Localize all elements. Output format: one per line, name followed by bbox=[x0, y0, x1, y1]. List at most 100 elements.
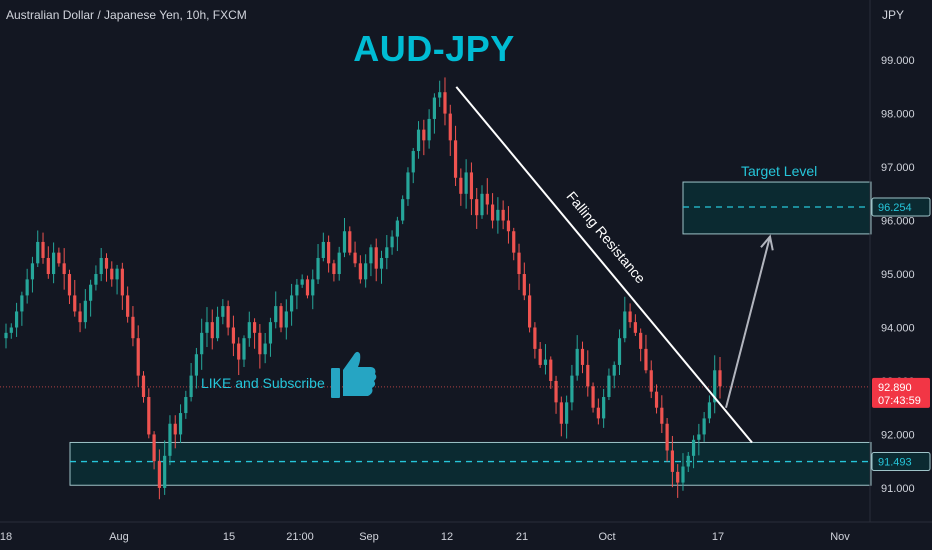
candle-body bbox=[443, 92, 447, 114]
price-tick-label: 97.000 bbox=[881, 162, 915, 174]
symbol-title[interactable]: Australian Dollar / Japanese Yen, 10h, F… bbox=[6, 8, 247, 22]
candle-body bbox=[136, 338, 140, 376]
candle-body bbox=[533, 327, 537, 349]
time-tick-label: 12 bbox=[441, 531, 453, 543]
candle-body bbox=[607, 375, 611, 398]
candle-body bbox=[89, 284, 93, 301]
candle-body bbox=[485, 193, 489, 205]
candle-body bbox=[268, 322, 273, 344]
candle-body bbox=[364, 263, 368, 280]
candle-body bbox=[311, 279, 315, 296]
candle-body bbox=[94, 274, 98, 285]
candle-body bbox=[639, 332, 643, 349]
candle-body bbox=[152, 434, 156, 462]
candle-body bbox=[120, 268, 124, 296]
time-tick-label: Aug bbox=[109, 531, 129, 543]
price-tick-label: 99.000 bbox=[881, 55, 915, 67]
candle-body bbox=[591, 386, 595, 408]
candle-body bbox=[586, 364, 590, 387]
candle-body bbox=[226, 306, 230, 328]
candle-body bbox=[200, 332, 204, 355]
candle-body bbox=[131, 316, 135, 339]
target-level-badge: 96.254 bbox=[872, 197, 930, 216]
candle-body bbox=[602, 397, 606, 419]
candle-body bbox=[718, 370, 722, 387]
target-zone bbox=[682, 181, 872, 235]
candle-body bbox=[115, 268, 119, 280]
time-axis[interactable]: 18 Aug 15 21:00 Sep 12 21 Oct 17 Nov bbox=[0, 531, 850, 543]
candle-body bbox=[205, 322, 209, 333]
candle-body bbox=[612, 364, 616, 376]
candle-body bbox=[385, 247, 389, 258]
candle-body bbox=[274, 306, 278, 323]
candle-body bbox=[411, 151, 415, 173]
projection-arrow-shaft bbox=[725, 236, 771, 408]
candle-body bbox=[379, 257, 384, 269]
candle-body bbox=[623, 311, 627, 339]
support-level-badge-frame bbox=[871, 452, 931, 472]
target-level-badge-bg bbox=[872, 197, 930, 216]
candle-body bbox=[25, 279, 29, 296]
candle-body bbox=[305, 279, 310, 296]
candle-body bbox=[580, 348, 585, 365]
target-level-badge-border bbox=[871, 197, 931, 217]
support-zone bbox=[69, 441, 872, 486]
candle-body bbox=[194, 354, 198, 376]
candle-body bbox=[528, 295, 532, 328]
target-level-badge-text: 96.254 bbox=[878, 202, 912, 214]
candle-body bbox=[475, 199, 479, 216]
candle-body bbox=[321, 241, 325, 258]
candle-body bbox=[284, 311, 288, 328]
price-tick-label: 95.000 bbox=[881, 269, 915, 281]
candle-body bbox=[327, 241, 331, 264]
candle-body bbox=[83, 300, 87, 323]
candle-body bbox=[221, 306, 225, 317]
time-tick-label: 21 bbox=[516, 531, 528, 543]
support-level-badge-text: 91.493 bbox=[878, 457, 912, 469]
candle-body bbox=[62, 263, 66, 275]
candle-body bbox=[358, 263, 362, 280]
candle-body bbox=[30, 263, 35, 280]
candle-body bbox=[14, 311, 19, 328]
candle-body bbox=[395, 220, 399, 237]
candlestick-series bbox=[4, 77, 722, 500]
last-price-badge-bg bbox=[872, 377, 930, 408]
candle-body bbox=[300, 279, 304, 285]
candle-body bbox=[237, 343, 241, 360]
candle-body bbox=[453, 140, 458, 178]
time-tick-label: 15 bbox=[223, 531, 235, 543]
candle-body bbox=[67, 274, 72, 296]
candle-body bbox=[263, 343, 267, 355]
candle-body bbox=[676, 471, 680, 483]
candle-body bbox=[41, 241, 45, 258]
chart-headline: AUD-JPY bbox=[353, 28, 515, 69]
candle-body bbox=[559, 402, 563, 424]
candle-body bbox=[52, 252, 56, 275]
candle-body bbox=[173, 423, 177, 435]
candle-body bbox=[110, 268, 114, 280]
candle-body bbox=[713, 370, 717, 403]
candle-body bbox=[20, 295, 24, 312]
candle-body bbox=[252, 322, 257, 333]
price-tick-label: 92.000 bbox=[881, 429, 915, 441]
candle-body bbox=[543, 359, 548, 365]
candle-body bbox=[141, 375, 146, 398]
last-price-badge-text: 07:43:59 bbox=[878, 395, 921, 407]
candle-body bbox=[279, 306, 283, 328]
candle-body bbox=[501, 209, 505, 221]
candle-body bbox=[512, 231, 516, 253]
candle-body bbox=[654, 391, 659, 408]
candle-body bbox=[538, 348, 542, 365]
candle-body bbox=[506, 220, 511, 232]
time-tick-label: 21:00 bbox=[286, 531, 314, 543]
candle-body bbox=[189, 375, 193, 398]
time-tick-label: Oct bbox=[598, 531, 615, 543]
candle-body bbox=[702, 418, 706, 435]
candle-body bbox=[549, 359, 553, 381]
candle-body bbox=[374, 247, 378, 269]
candle-body bbox=[565, 402, 569, 424]
candle-body bbox=[168, 423, 172, 456]
